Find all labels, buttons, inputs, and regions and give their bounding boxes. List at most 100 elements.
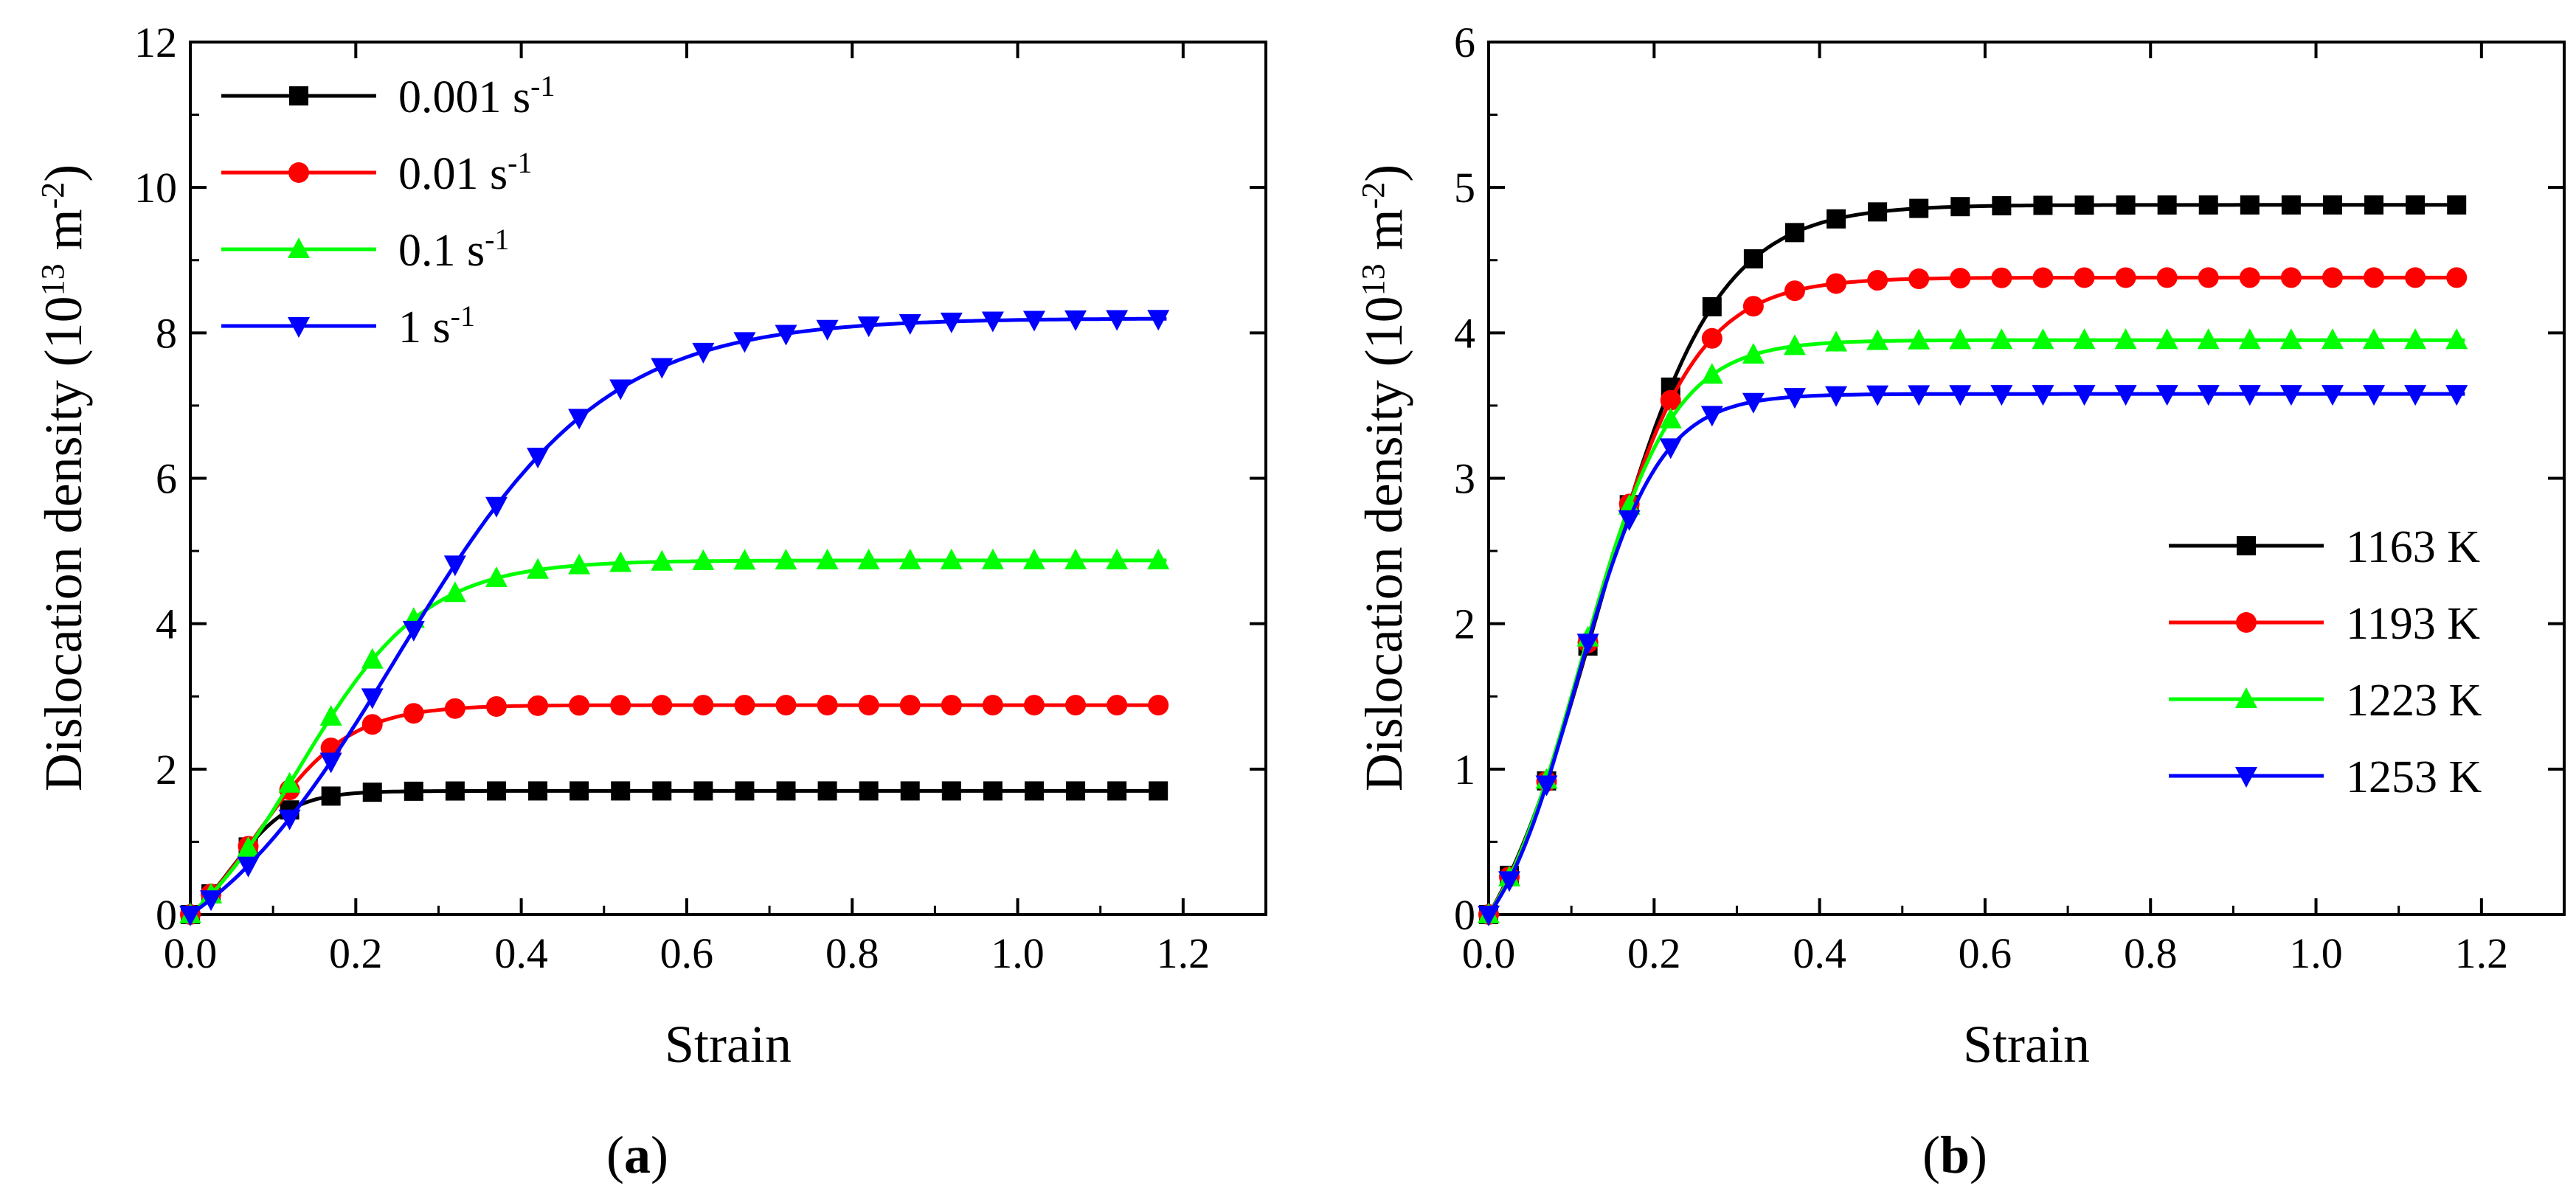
data-point xyxy=(2279,328,2302,350)
legend-marker xyxy=(288,317,310,338)
y-tick-label: 2 xyxy=(1454,600,1475,648)
data-point xyxy=(1743,249,1763,268)
panel-a-y-title-exp2: -2 xyxy=(35,182,71,209)
panel-a-label: (a) xyxy=(606,1125,668,1184)
data-point xyxy=(816,319,839,341)
x-tick-label: 0.2 xyxy=(329,929,383,977)
panel-b-y-title-close: ) xyxy=(1354,164,1413,182)
data-point xyxy=(2156,267,2178,288)
data-point xyxy=(485,496,508,518)
data-point xyxy=(899,695,921,716)
data-point xyxy=(527,695,549,716)
data-point xyxy=(1700,363,1723,384)
data-point xyxy=(1825,330,1848,352)
data-point xyxy=(1148,695,1169,716)
data-point xyxy=(1742,342,1765,364)
data-point xyxy=(1498,871,1521,892)
data-point xyxy=(899,314,921,336)
data-point xyxy=(1991,267,2012,288)
y-tick-label: 8 xyxy=(156,309,177,357)
data-point xyxy=(692,342,715,364)
data-point xyxy=(444,698,465,719)
y-tick-label: 6 xyxy=(156,455,177,503)
data-point xyxy=(1478,906,1500,926)
data-point xyxy=(1064,310,1087,331)
data-point xyxy=(237,856,260,878)
panel-a-y-title-unit: m xyxy=(34,209,93,263)
panel-b-y-title-exp2: -2 xyxy=(1355,182,1391,209)
y-tick-label: 6 xyxy=(1454,18,1475,66)
data-point xyxy=(981,311,1004,333)
x-tick-label: 0.6 xyxy=(660,929,714,977)
data-point xyxy=(1022,548,1045,569)
x-tick-label: 0.0 xyxy=(164,929,218,977)
data-point xyxy=(1784,223,1804,243)
x-tick-label: 1.2 xyxy=(2455,929,2509,977)
data-point xyxy=(2239,267,2260,288)
series-line xyxy=(189,316,1167,917)
data-point xyxy=(2032,267,2054,288)
data-point xyxy=(1866,329,1889,350)
data-point xyxy=(652,781,672,801)
data-point xyxy=(2445,328,2468,350)
panel-a-y-title-main: Dislocation density (10 xyxy=(34,296,93,791)
data-point xyxy=(735,781,755,801)
x-tick-label: 0.4 xyxy=(1793,929,1846,977)
data-point xyxy=(941,781,961,801)
data-point xyxy=(2197,328,2220,350)
data-point xyxy=(2115,267,2136,288)
data-point xyxy=(2156,328,2178,350)
series-4 xyxy=(179,310,1170,926)
data-point xyxy=(1827,209,1846,229)
data-point xyxy=(361,688,384,709)
data-point xyxy=(1908,385,1931,406)
data-point xyxy=(1990,385,2013,406)
data-point xyxy=(1909,198,1929,218)
data-point xyxy=(2364,195,2384,215)
data-point xyxy=(361,648,384,669)
x-tick-label: 1.0 xyxy=(991,929,1045,977)
data-point xyxy=(404,781,423,801)
data-point xyxy=(2114,385,2137,406)
legend-marker xyxy=(2237,536,2256,555)
data-point xyxy=(528,781,548,801)
data-point xyxy=(361,714,383,735)
y-tick-label: 4 xyxy=(1454,309,1475,357)
data-point xyxy=(1576,634,1599,655)
x-tick-label: 1.2 xyxy=(1157,929,1211,977)
data-point xyxy=(445,781,465,801)
data-point xyxy=(321,786,341,806)
data-point xyxy=(569,695,590,716)
data-point xyxy=(319,752,342,774)
data-point xyxy=(1107,695,1128,716)
data-point xyxy=(1066,781,1086,801)
data-point xyxy=(940,548,963,569)
data-point xyxy=(651,358,674,379)
x-tick-label: 1.0 xyxy=(2289,929,2343,977)
data-point xyxy=(2073,328,2096,350)
data-point xyxy=(733,549,756,570)
x-tick-label: 0.8 xyxy=(2124,929,2178,977)
data-point xyxy=(443,555,466,577)
legend-label: 1223 K xyxy=(2346,676,2482,726)
data-point xyxy=(1742,296,1764,317)
panel-b-plot-frame xyxy=(1487,41,2566,916)
panel-b-label: (b) xyxy=(1922,1125,1987,1184)
data-point xyxy=(2197,385,2220,406)
data-point xyxy=(2321,267,2343,288)
panel-b-x-axis-title: Strain xyxy=(1963,1015,2090,1074)
legend-marker xyxy=(2236,612,2257,633)
data-point xyxy=(1990,328,2013,350)
y-tick-label: 12 xyxy=(134,18,177,66)
series-line xyxy=(1486,338,2465,916)
data-point xyxy=(2321,328,2344,350)
data-point xyxy=(610,695,631,716)
data-point xyxy=(2321,385,2344,406)
series-1 xyxy=(1479,195,2467,924)
data-point xyxy=(2322,195,2342,215)
data-point xyxy=(2032,385,2054,406)
legend-label: 1193 K xyxy=(2346,599,2480,649)
data-point xyxy=(2033,195,2053,215)
data-point xyxy=(2405,267,2426,288)
data-point xyxy=(2404,385,2427,406)
